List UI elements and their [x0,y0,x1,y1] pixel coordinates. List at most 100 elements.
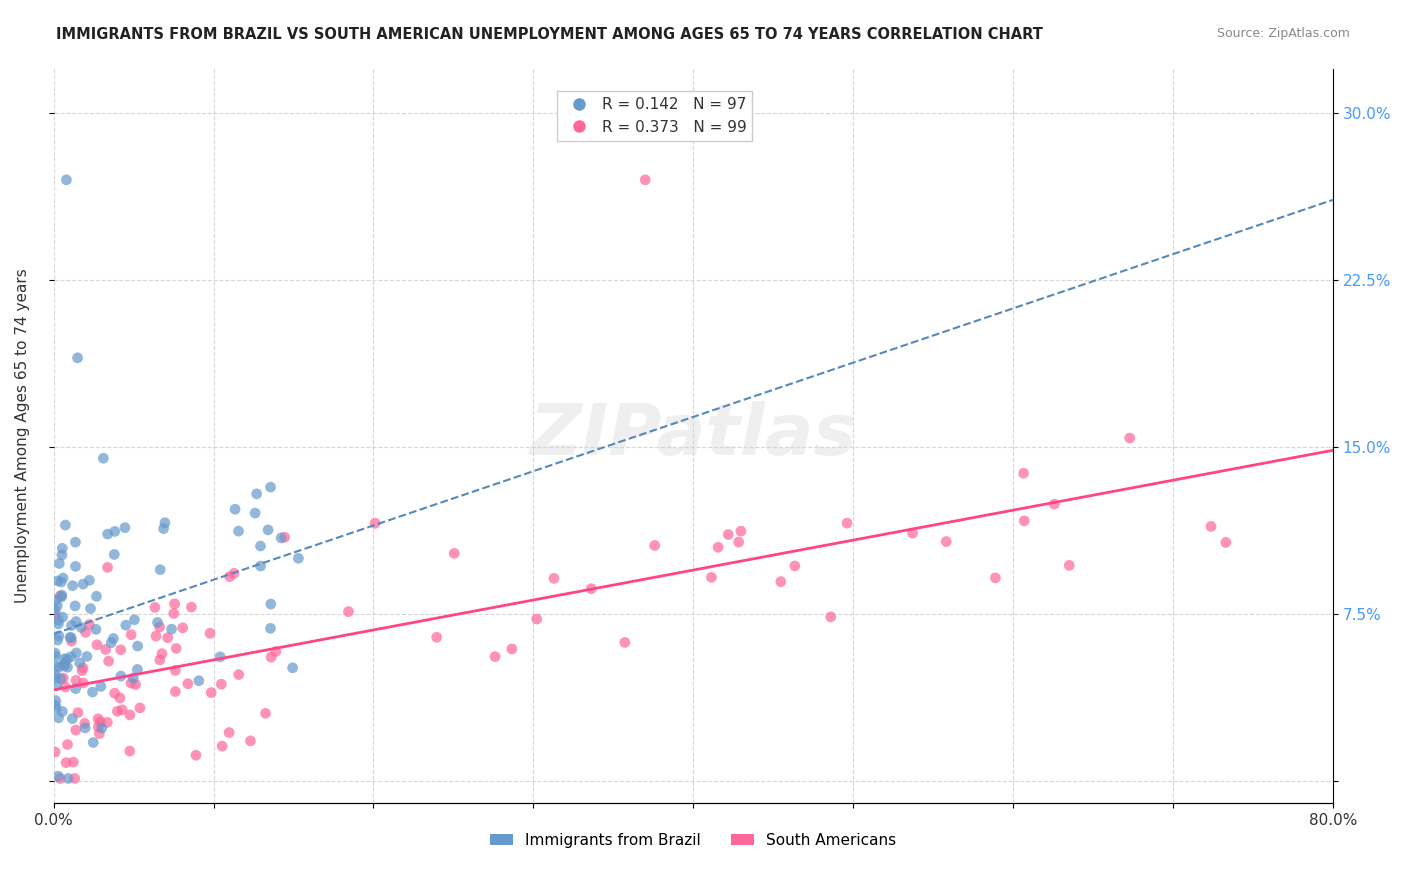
Point [118,744,141,758]
Point [103,548,125,562]
Point [48,616,70,631]
Point [200,685,222,699]
Point [75,721,97,735]
Point [86,590,108,604]
Point [51,705,73,719]
Text: IMMIGRANTS FROM BRAZIL VS SOUTH AMERICAN UNEMPLOYMENT AMONG AGES 65 TO 74 YEARS : IMMIGRANTS FROM BRAZIL VS SOUTH AMERICAN… [56,27,1043,42]
Point [60,631,83,645]
Point [65,615,87,629]
Point [94,642,117,657]
Point [60,618,83,632]
Point [56,660,79,674]
Point [264,644,287,658]
Point [65,673,87,688]
Point [820,610,842,624]
Point [707,541,730,555]
Point [901,526,924,541]
Point [120,676,142,690]
Point [52,671,75,685]
Point [730,524,752,538]
Point [501,642,523,657]
Point [111,703,134,717]
Point [58,772,80,786]
Point [51,541,73,556]
Point [45,679,67,693]
Point [56,738,79,752]
Point [260,597,283,611]
Point [228,524,250,538]
Point [79,574,101,588]
Point [120,628,142,642]
Point [44,649,66,664]
Point [149,563,172,577]
Point [55,518,77,533]
Point [49,672,72,686]
Point [51,588,73,602]
Point [96,715,118,730]
Point [69,656,91,670]
Point [55,756,77,770]
Point [198,626,221,640]
Point [1043,497,1066,511]
Point [49,589,72,603]
Point [150,647,173,661]
Point [51,548,73,562]
Point [60,712,83,726]
Point [222,566,245,581]
Point [281,661,304,675]
Point [70,664,93,678]
Point [634,173,657,187]
Point [53,657,76,671]
Point [63,772,86,786]
Point [44,607,66,622]
Point [717,527,740,541]
Point [44,668,66,682]
Point [48,629,70,643]
Point [156,631,179,645]
Point [145,629,167,643]
Point [79,601,101,615]
Point [46,769,69,783]
Point [165,664,187,678]
Point [224,502,246,516]
Point [46,599,69,613]
Point [114,521,136,535]
Point [82,735,104,749]
Point [52,610,75,624]
Point [55,680,77,694]
Point [62,755,84,769]
Point [1215,535,1237,549]
Point [44,646,66,660]
Point [104,524,127,539]
Point [165,684,187,698]
Point [87,720,110,734]
Point [543,571,565,585]
Point [249,539,271,553]
Point [51,590,73,604]
Point [89,726,111,740]
Point [177,677,200,691]
Point [100,636,122,650]
Point [97,654,120,668]
Point [75,625,97,640]
Point [835,516,858,530]
Point [55,173,77,187]
Point [48,557,70,571]
Point [65,681,87,696]
Point [287,551,309,566]
Point [52,571,75,585]
Point [260,650,283,665]
Point [160,622,183,636]
Point [127,662,149,676]
Point [84,623,107,637]
Point [249,559,271,574]
Point [110,669,132,683]
Point [97,560,120,574]
Point [108,690,131,705]
Point [59,631,82,645]
Point [127,639,149,653]
Point [103,632,125,646]
Point [62,579,84,593]
Point [44,671,66,685]
Point [93,451,115,466]
